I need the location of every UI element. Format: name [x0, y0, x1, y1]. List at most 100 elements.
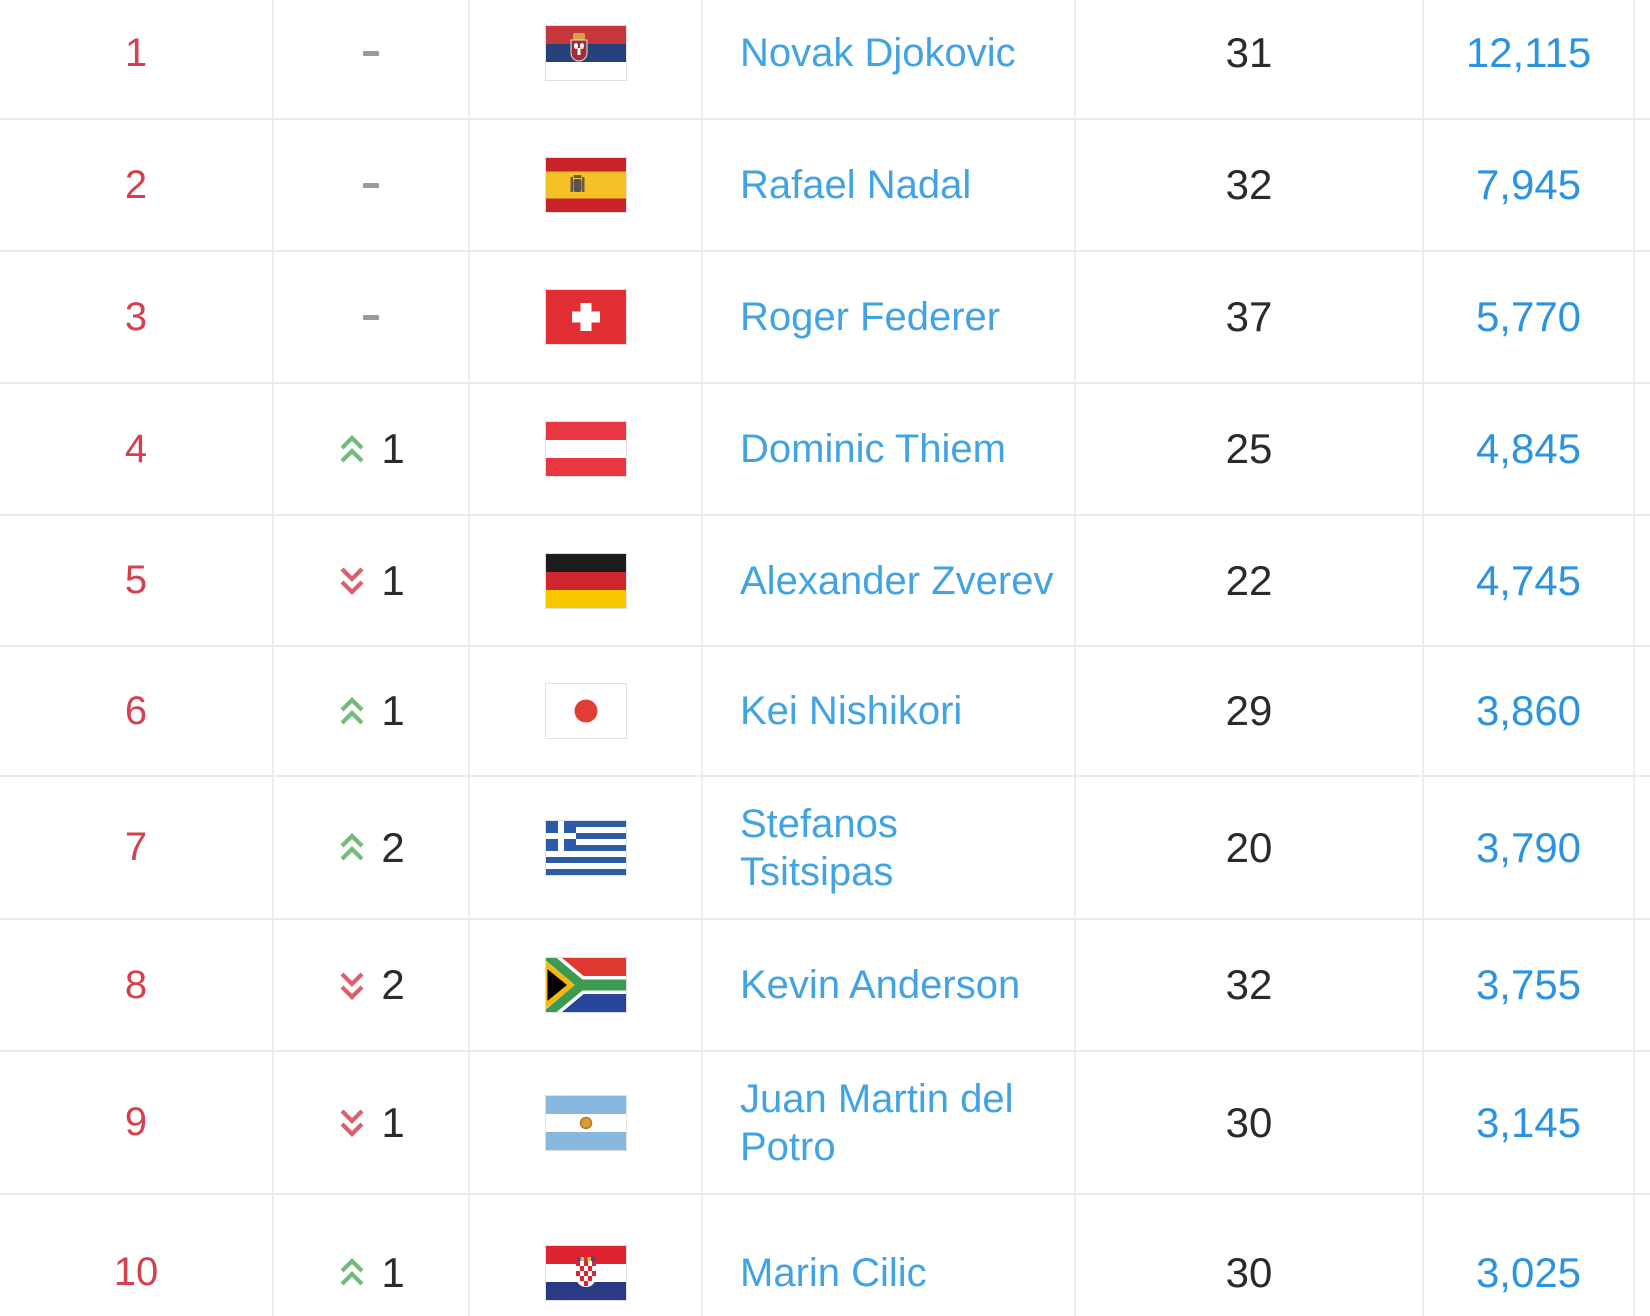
movement-places: 2: [381, 823, 405, 871]
movement-indicator: 1: [337, 1099, 405, 1147]
rank-cell: 1: [0, 0, 274, 118]
table-row: 5 1 Alexander Zverev 22 4,745: [0, 516, 1650, 647]
player-points-link[interactable]: 4,845: [1475, 425, 1582, 472]
age-cell: 29: [1076, 647, 1424, 775]
croatia-flag-icon: [545, 1245, 626, 1300]
movement-places: 1: [381, 556, 405, 604]
movement-places: 1: [381, 1248, 405, 1296]
player-name-link[interactable]: Kevin Anderson: [740, 963, 1021, 1007]
rank-cell: 7: [0, 777, 274, 918]
rank-value: 6: [124, 688, 148, 733]
rank-cell: 3: [0, 252, 274, 382]
player-points-link[interactable]: 12,115: [1465, 29, 1592, 76]
movement-indicator: 1: [337, 556, 405, 605]
player-name-link[interactable]: Rafael Nadal: [740, 163, 972, 207]
points-cell: 7,945: [1424, 120, 1635, 250]
rank-value: 3: [124, 294, 148, 339]
austria-flag-icon: [545, 422, 626, 476]
flag-cell: [470, 516, 703, 645]
player-age: 37: [1225, 293, 1273, 340]
points-cell: 12,115: [1424, 0, 1635, 118]
player-points-link[interactable]: 3,755: [1475, 961, 1582, 1008]
rank-cell: 8: [0, 920, 274, 1050]
rank-value: 8: [124, 962, 148, 1007]
rank-cell: 10: [0, 1195, 274, 1316]
player-points-link[interactable]: 4,745: [1475, 556, 1582, 604]
spain-flag-icon: [545, 158, 626, 212]
name-cell: Novak Djokovic: [703, 0, 1076, 118]
movement-cell: 1: [274, 647, 470, 775]
player-points-link[interactable]: 3,790: [1475, 823, 1582, 871]
player-points-link[interactable]: 3,860: [1475, 687, 1582, 734]
rank-value: 9: [124, 1100, 148, 1144]
greece-flag-icon: [545, 820, 626, 875]
germany-flag-icon: [545, 553, 626, 608]
movement-cell: 1: [274, 1052, 470, 1193]
player-name-link[interactable]: Novak Djokovic: [740, 31, 1016, 75]
age-cell: 32: [1076, 920, 1424, 1050]
player-age: 29: [1225, 687, 1273, 734]
player-age: 32: [1225, 961, 1273, 1008]
double-chevron-up-icon: [340, 1258, 364, 1286]
age-cell: 30: [1076, 1052, 1424, 1193]
switzerland-flag-icon: [545, 290, 626, 344]
no-change-dash: [363, 314, 379, 320]
movement-cell: 1: [274, 384, 470, 514]
flag-cell: [470, 252, 703, 382]
age-cell: 25: [1076, 384, 1424, 514]
flag-cell: [470, 1052, 703, 1193]
double-chevron-up-icon: [340, 833, 364, 861]
movement-cell: [274, 0, 470, 118]
player-name-link[interactable]: Roger Federer: [740, 295, 1001, 339]
rank-cell: 9: [0, 1052, 274, 1193]
clipped-next-column: [1635, 384, 1650, 514]
serbia-flag-icon: [545, 26, 626, 80]
no-change-dash: [363, 50, 379, 56]
clipped-next-column: [1635, 1195, 1650, 1316]
player-name-link[interactable]: Alexander Zverev: [740, 558, 1054, 603]
japan-flag-icon: [545, 684, 626, 738]
movement-cell: [274, 252, 470, 382]
flag-cell: [470, 120, 703, 250]
clipped-next-column: [1635, 120, 1650, 250]
name-cell: Stefanos Tsitsipas: [703, 777, 1076, 918]
rank-value: 10: [113, 1250, 159, 1294]
player-points-link[interactable]: 3,025: [1475, 1248, 1582, 1296]
movement-cell: [274, 120, 470, 250]
player-age: 30: [1225, 1248, 1273, 1296]
age-cell: 22: [1076, 516, 1424, 645]
rank-cell: 4: [0, 384, 274, 514]
player-points-link[interactable]: 7,945: [1475, 161, 1582, 208]
player-name-link[interactable]: Stefanos Tsitsipas: [740, 801, 898, 894]
table-row: 1 Novak Djokovic 31 12,115: [0, 0, 1650, 120]
name-cell: Kei Nishikori: [703, 647, 1076, 775]
player-age: 22: [1225, 556, 1273, 604]
points-cell: 4,845: [1424, 384, 1635, 514]
player-name-link[interactable]: Juan Martin del Potro: [740, 1076, 1014, 1169]
table-row: 7 2 Stefanos Tsitsipas 20 3,790: [0, 777, 1650, 920]
name-cell: Rafael Nadal: [703, 120, 1076, 250]
double-chevron-up-icon: [340, 696, 364, 724]
points-cell: 3,755: [1424, 920, 1635, 1050]
player-points-link[interactable]: 3,145: [1475, 1098, 1582, 1146]
table-row: 10 1 Marin Cilic 30 3,025: [0, 1195, 1650, 1316]
rank-cell: 6: [0, 647, 274, 775]
player-points-link[interactable]: 5,770: [1475, 293, 1582, 340]
player-name-link[interactable]: Kei Nishikori: [740, 689, 963, 733]
clipped-next-column: [1635, 920, 1650, 1050]
player-name-link[interactable]: Dominic Thiem: [740, 427, 1006, 471]
clipped-next-column: [1635, 252, 1650, 382]
player-age: 25: [1225, 425, 1273, 472]
movement-indicator: 1: [337, 1248, 405, 1297]
table-row: 3 Roger Federer 37 5,770: [0, 252, 1650, 384]
movement-indicator: 2: [337, 961, 405, 1009]
player-age: 32: [1225, 161, 1273, 208]
age-cell: 32: [1076, 120, 1424, 250]
player-name-link[interactable]: Marin Cilic: [740, 1250, 927, 1295]
flag-cell: [470, 777, 703, 918]
flag-cell: [470, 384, 703, 514]
movement-indicator: 1: [337, 425, 405, 473]
argentina-flag-icon: [545, 1095, 626, 1150]
points-cell: 5,770: [1424, 252, 1635, 382]
movement-places: 1: [381, 425, 405, 472]
